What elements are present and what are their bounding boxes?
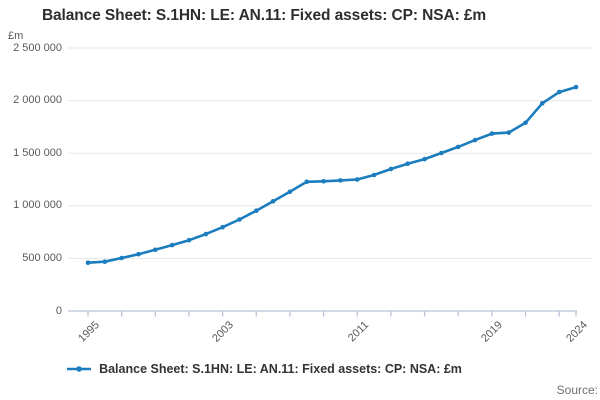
- y-tick-label: 2 500 000: [13, 41, 62, 54]
- data-point-1998[interactable]: [136, 251, 141, 257]
- data-point-2021[interactable]: [523, 120, 528, 126]
- data-point-2024[interactable]: [573, 84, 579, 90]
- data-point-2009[interactable]: [321, 179, 326, 184]
- data-point-1999[interactable]: [153, 247, 158, 253]
- data-point-2016[interactable]: [439, 150, 444, 156]
- legend-line-marker-icon: [67, 366, 92, 372]
- data-point-1995[interactable]: [85, 260, 91, 266]
- y-axis-unit-label: £m: [8, 30, 24, 42]
- data-point-2012[interactable]: [371, 172, 377, 178]
- y-tick-label: 1 500 000: [13, 146, 62, 159]
- data-point-2010[interactable]: [338, 178, 343, 183]
- legend-item[interactable]: Balance Sheet: S.1HN: LE: AN.11: Fixed a…: [66, 362, 462, 376]
- data-point-2013[interactable]: [388, 166, 394, 172]
- data-point-2020[interactable]: [506, 130, 512, 135]
- source-caption: Source:: [556, 383, 598, 397]
- data-point-2006[interactable]: [270, 199, 276, 204]
- data-point-2002[interactable]: [203, 231, 209, 237]
- data-point-2017[interactable]: [455, 144, 461, 150]
- data-point-1996[interactable]: [102, 259, 108, 265]
- data-point-2000[interactable]: [169, 242, 175, 248]
- legend: Balance Sheet: S.1HN: LE: AN.11: Fixed a…: [0, 362, 528, 376]
- data-point-2003[interactable]: [220, 224, 225, 230]
- data-point-1997[interactable]: [119, 255, 124, 261]
- legend-series-label: Balance Sheet: S.1HN: LE: AN.11: Fixed a…: [99, 362, 462, 376]
- data-point-2008[interactable]: [304, 179, 310, 185]
- data-point-2015[interactable]: [422, 156, 427, 162]
- data-point-2004[interactable]: [237, 217, 242, 222]
- data-point-2014[interactable]: [405, 161, 411, 166]
- data-point-2011[interactable]: [354, 177, 360, 182]
- data-point-2019[interactable]: [489, 131, 495, 136]
- y-tick-label: 1 000 000: [13, 199, 62, 212]
- y-tick-label: 500 000: [22, 251, 62, 264]
- line-chart-plot-area[interactable]: [0, 0, 600, 360]
- y-tick-label: 2 000 000: [13, 94, 62, 107]
- series-line: [86, 85, 578, 265]
- data-point-2007[interactable]: [287, 189, 293, 195]
- data-point-2005[interactable]: [253, 208, 259, 213]
- data-point-2022[interactable]: [540, 101, 545, 106]
- data-point-2001[interactable]: [186, 237, 192, 243]
- data-point-2018[interactable]: [472, 137, 478, 143]
- chart-title: Balance Sheet: S.1HN: LE: AN.11: Fixed a…: [41, 7, 487, 24]
- data-point-2023[interactable]: [556, 89, 562, 95]
- y-tick-label: 0: [55, 304, 62, 317]
